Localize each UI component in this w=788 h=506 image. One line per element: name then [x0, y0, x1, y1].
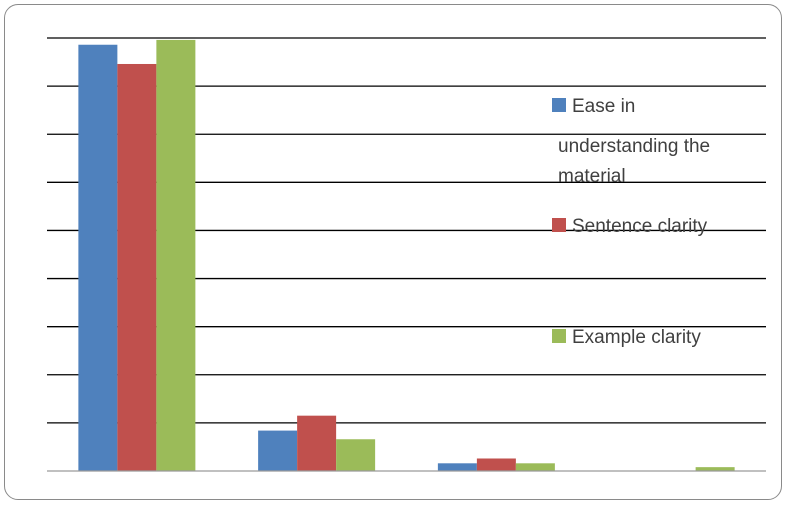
bar-example-clarity — [156, 39, 196, 472]
bar-sentence-clarity — [117, 63, 157, 471]
legend-label: material — [558, 166, 626, 187]
bar-sentence-clarity — [297, 415, 337, 471]
legend-label: Sentence clarity — [572, 216, 708, 237]
bar-sentence-clarity — [476, 458, 516, 471]
legend-swatch — [552, 329, 566, 343]
legend: Ease in understanding the material Sentence… — [552, 96, 710, 348]
bar-ease-in-understanding-the-material — [258, 430, 298, 471]
bar-example-clarity — [695, 467, 735, 471]
legend-swatch — [552, 98, 566, 112]
bar-example-clarity — [515, 463, 555, 471]
bar-ease-in-understanding-the-material — [78, 44, 118, 471]
legend-label: Ease in — [572, 96, 635, 117]
bars — [78, 39, 735, 472]
bar-ease-in-understanding-the-material — [437, 463, 477, 471]
legend-label: Example clarity — [572, 327, 701, 348]
bar-example-clarity — [336, 439, 376, 471]
legend-swatch — [552, 218, 566, 232]
legend-label: understanding the — [558, 136, 710, 157]
